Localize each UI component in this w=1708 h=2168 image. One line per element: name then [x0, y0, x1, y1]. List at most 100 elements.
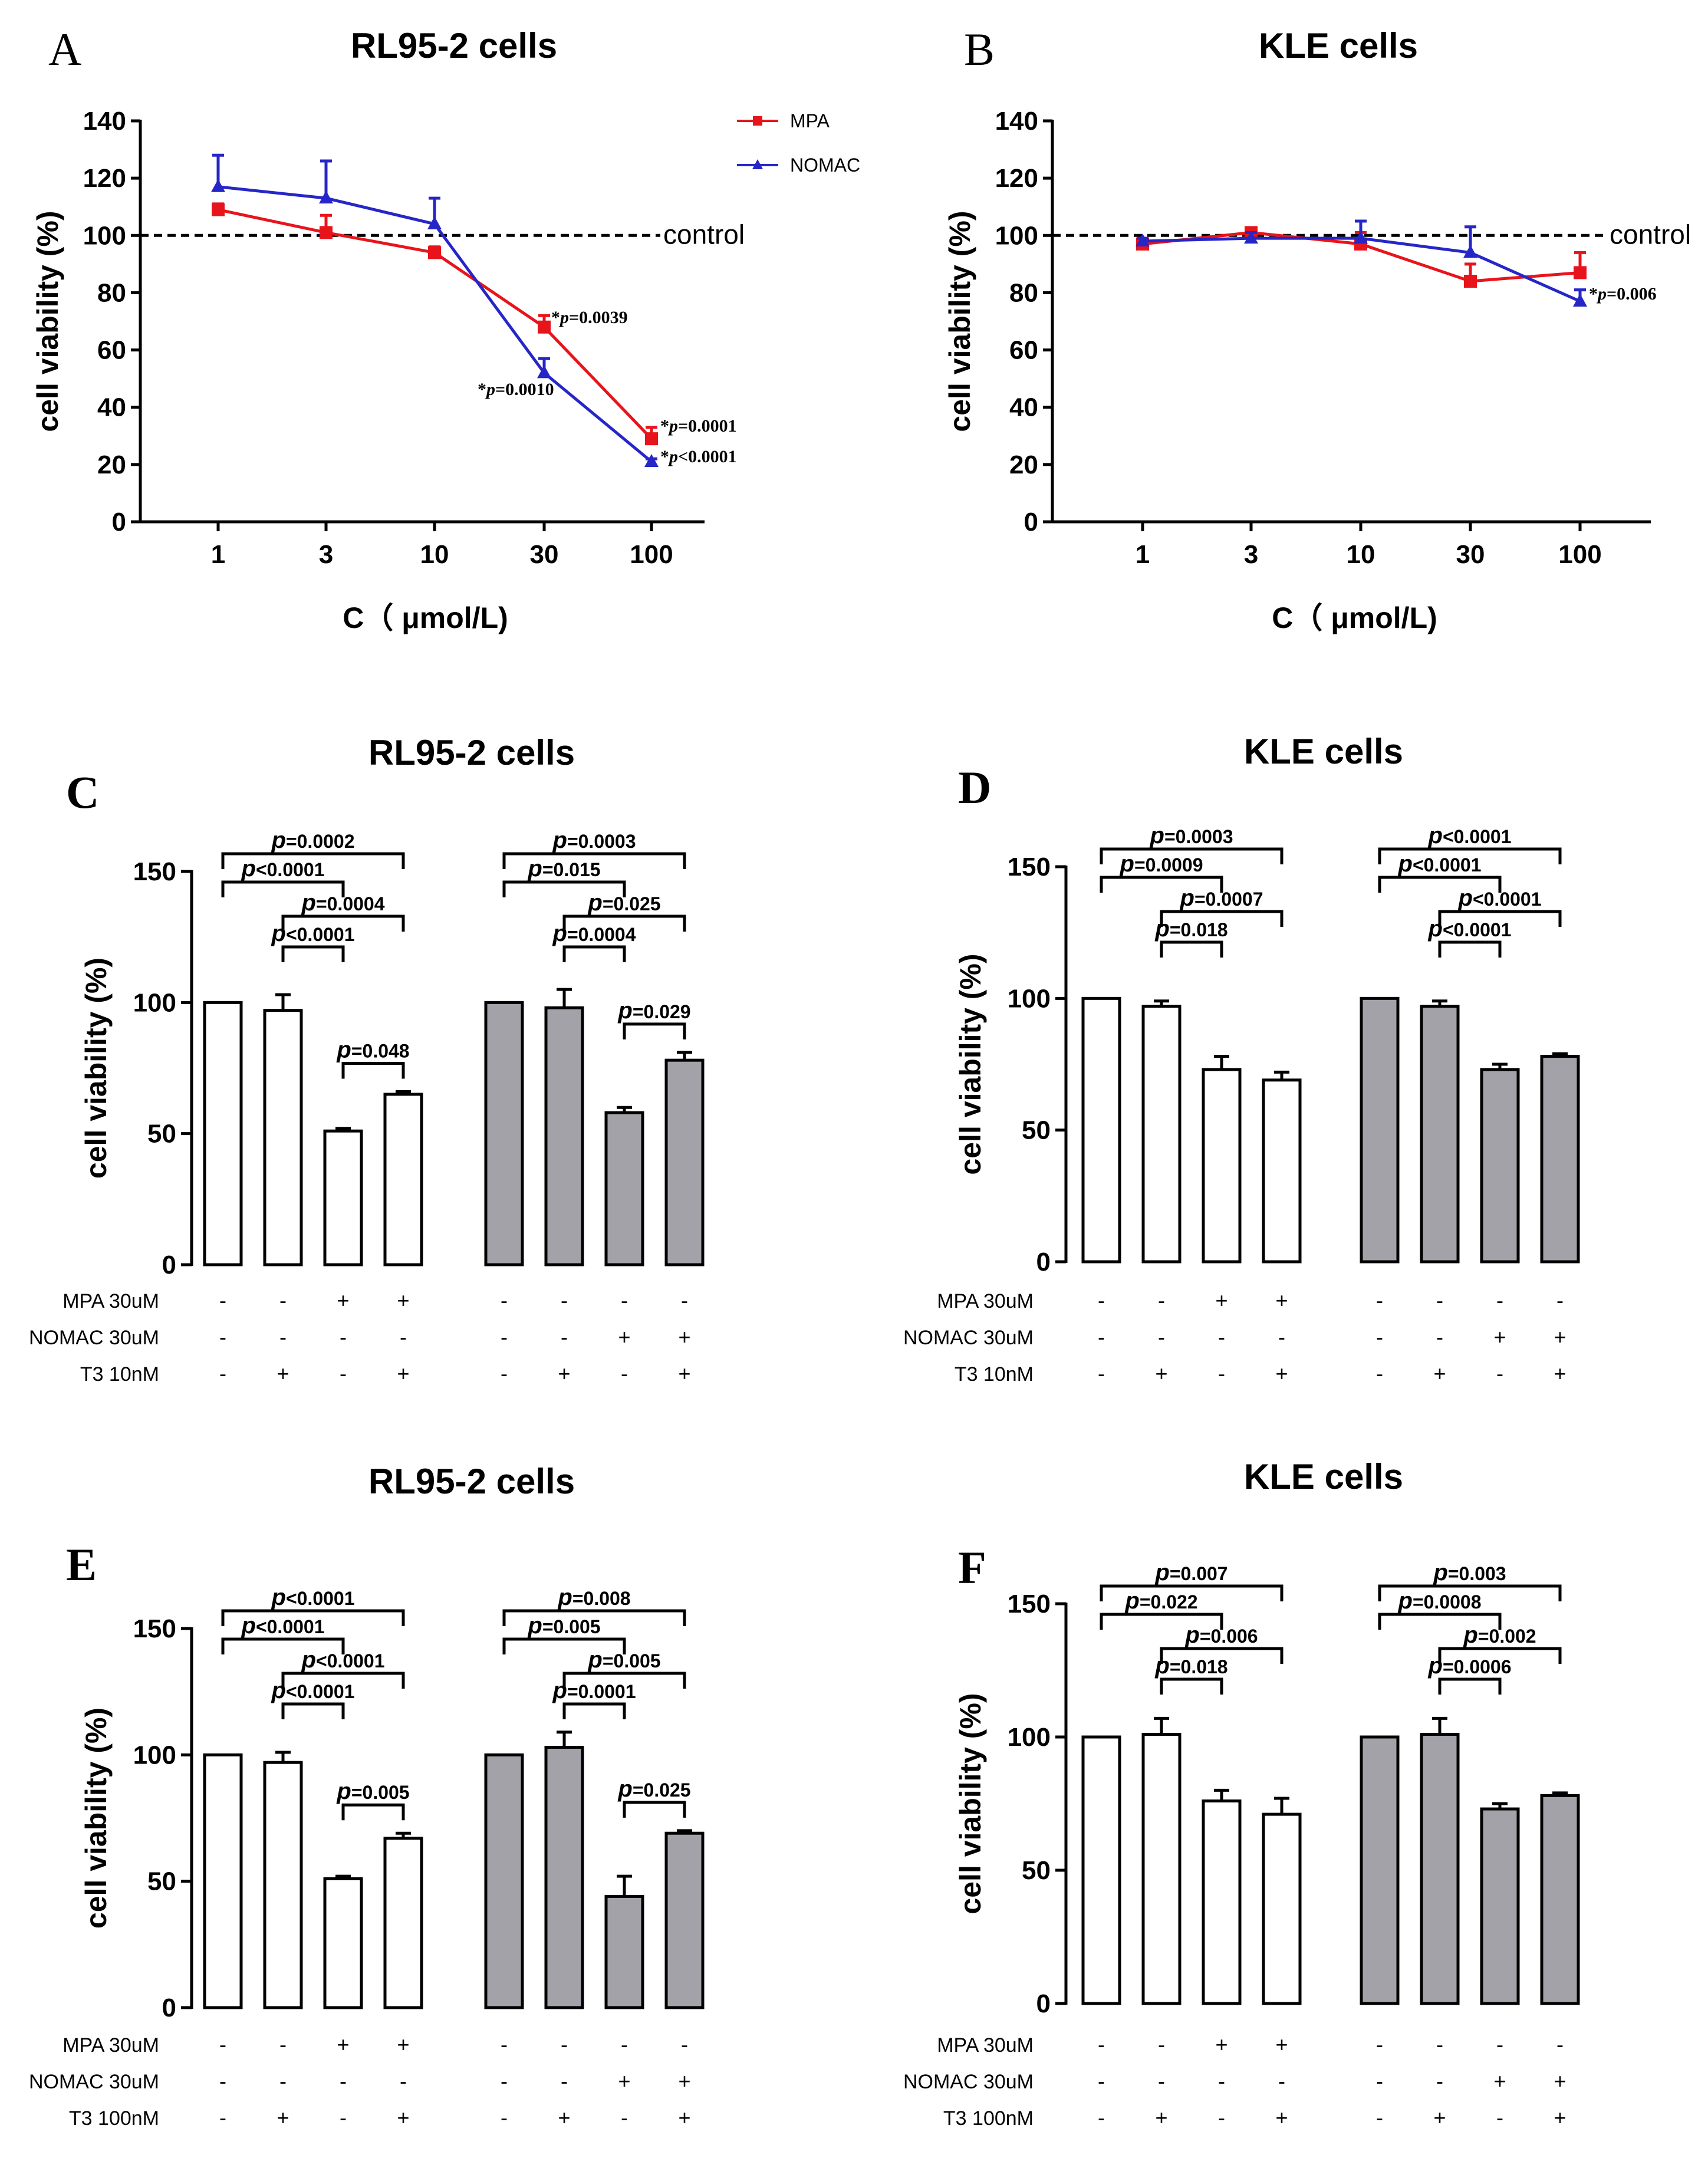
comparison-bracket [502, 1609, 686, 1626]
treatment-sign: - [681, 1288, 688, 1312]
treatment-sign: - [561, 2069, 568, 2093]
p-value-annotations: *p=0.0039 *p=0.0010 *p=0.0001 *p<0.0001 [478, 308, 737, 466]
treatment-label: MPA 30uM [937, 1290, 1034, 1312]
treatment-matrix: MPA 30uM - - + + - - - - NOMAC 30uM - - - - - - + + T3 10n… [903, 1288, 1567, 1386]
comparison-bracket [281, 1702, 345, 1719]
treatment-label: T3 10nM [955, 1363, 1034, 1386]
treatment-sign: - [219, 1361, 226, 1386]
data-point [427, 216, 442, 229]
treatment-sign: + [618, 1325, 630, 1349]
treatment-sign: - [219, 1288, 226, 1312]
treatment-sign: + [618, 2069, 630, 2093]
treatment-matrix: MPA 30uM - - + + - - - - NOMAC 30uM - - - - - - + + T3 10n… [29, 1288, 691, 1386]
p-value-label: p=0.025 [587, 890, 660, 916]
comparison-brackets: p=0.007 p=0.022 p=0.006 p=0.018 p=0.003 p=0.0… [1100, 1560, 1562, 1695]
data-point [1464, 275, 1477, 288]
treatment-sign: + [397, 2106, 409, 2130]
x-tick-label: 1 [211, 540, 225, 569]
y-tick-label: 100 [133, 1741, 176, 1769]
p-value-label: p=0.015 [527, 856, 600, 881]
bar [1480, 1068, 1520, 1264]
y-tick-label: 150 [133, 857, 176, 886]
treatment-sign: - [1556, 1288, 1564, 1312]
treatment-label: NOMAC 30uM [29, 2071, 159, 2093]
x-tick-label: 10 [420, 540, 449, 569]
panel-letter: D [958, 762, 991, 813]
y-tick-label: 100 [1008, 1723, 1051, 1752]
comparison-bracket [1100, 1584, 1284, 1601]
treatment-sign: - [219, 2069, 226, 2093]
treatment-label: MPA 30uM [937, 2034, 1034, 2057]
treatment-sign: - [219, 2106, 226, 2130]
y-tick-label: 100 [995, 221, 1038, 250]
comparison-bracket [502, 852, 686, 869]
x-tick-label: 1 [1136, 540, 1150, 569]
treatment-sign: - [501, 1288, 508, 1312]
bar [1081, 996, 1121, 1264]
treatment-sign: - [1436, 1325, 1443, 1349]
treatment-sign: + [1275, 2106, 1288, 2130]
y-axis-label: cell viability (%) [31, 210, 64, 432]
treatment-sign: - [1436, 1288, 1443, 1312]
treatment-sign: - [1278, 2069, 1285, 2093]
y-tick-label: 0 [162, 1251, 176, 1279]
comparison-bracket [281, 945, 345, 962]
treatment-sign: - [340, 1361, 347, 1386]
p-value-label: p=0.0002 [271, 827, 355, 853]
treatment-sign: + [558, 1361, 570, 1386]
comparison-bracket [1160, 1677, 1223, 1695]
bar [484, 1001, 524, 1266]
p-value-label: p<0.0001 [271, 920, 355, 946]
comparison-bracket [562, 945, 626, 962]
p-value-label: p<0.0001 [1458, 885, 1542, 911]
treatment-sign: + [397, 1288, 409, 1312]
comparison-bracket [1438, 1677, 1502, 1695]
bar [1480, 1807, 1520, 2005]
bars [203, 1731, 705, 2009]
y-tick-label: 20 [97, 450, 126, 479]
comparison-bracket [502, 1637, 626, 1654]
treatment-sign: - [279, 2069, 287, 2093]
bar [323, 1877, 363, 2009]
bar [1141, 1732, 1182, 2005]
treatment-label: T3 10nM [80, 1363, 159, 1386]
comparison-bracket [281, 1672, 405, 1689]
y-tick-label: 80 [97, 278, 126, 307]
chart-title: KLE cells [1259, 26, 1418, 65]
treatment-sign: + [678, 1325, 690, 1349]
treatment-sign: - [1376, 2032, 1383, 2057]
comparison-brackets: p=0.0003 p=0.0009 p=0.0007 p=0.018 p<0.0001 p… [1100, 823, 1562, 958]
treatment-sign: - [621, 1361, 628, 1386]
series-mpa [212, 202, 658, 446]
y-tick-label: 50 [147, 1867, 176, 1896]
x-tick-label: 100 [630, 540, 673, 569]
treatment-sign: - [279, 1325, 287, 1349]
comparison-bracket [1100, 847, 1284, 864]
bar [203, 1753, 243, 2009]
comparison-bracket [623, 1801, 686, 1818]
treatment-sign: + [1275, 2032, 1288, 2057]
comparison-bracket [221, 1609, 405, 1626]
treatment-sign: + [1275, 1288, 1288, 1312]
panel-letter: C [66, 766, 99, 818]
data-point [1574, 266, 1587, 279]
p-value-label: p<0.0001 [271, 1584, 355, 1610]
comparison-bracket [1100, 1613, 1223, 1630]
treatment-sign: - [561, 1288, 568, 1312]
p-value-label: p=0.022 [1124, 1588, 1197, 1614]
panel-letter: E [66, 1539, 97, 1590]
comparison-bracket [623, 1022, 686, 1039]
y-axis-label: cell viability (%) [954, 953, 987, 1175]
treatment-sign: - [1218, 2106, 1225, 2130]
y-tick-label: 0 [112, 508, 126, 537]
comparison-bracket [1378, 847, 1562, 864]
bar [604, 1111, 644, 1266]
data-point [428, 246, 441, 259]
p-value-label: p=0.0006 [1428, 1653, 1512, 1679]
panel-letter: B [964, 24, 995, 75]
comparison-bracket [341, 1062, 405, 1079]
legend: MPA NOMAC [737, 110, 860, 176]
treatment-sign: - [501, 1325, 508, 1349]
treatment-sign: + [1433, 2106, 1446, 2130]
treatment-sign: - [279, 1288, 287, 1312]
